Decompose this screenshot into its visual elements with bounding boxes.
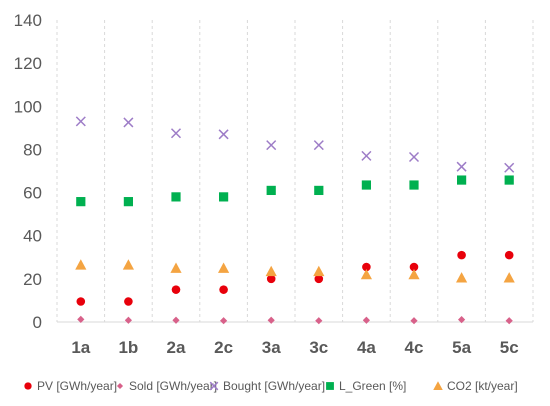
data-point <box>315 317 323 325</box>
data-point <box>172 316 180 324</box>
legend-item: CO2 [kt/year] <box>433 379 518 393</box>
series-4 <box>75 259 515 283</box>
x-tick-label: 2a <box>167 338 186 357</box>
legend: PV [GWh/year] Sold [GWh/year] Bought [GWh/… <box>24 379 518 393</box>
data-point <box>314 185 324 196</box>
data-point <box>409 262 419 272</box>
legend-marker <box>326 382 334 390</box>
data-point <box>456 272 468 283</box>
data-point <box>266 185 276 196</box>
data-point <box>77 315 85 324</box>
data-point <box>313 140 324 151</box>
data-point <box>123 197 133 207</box>
data-point <box>123 117 134 128</box>
legend-label: Sold [GWh/year] <box>129 379 217 393</box>
data-point <box>75 116 86 127</box>
y-tick-label: 20 <box>23 270 42 289</box>
x-tick-label: 4a <box>357 338 376 357</box>
data-point <box>124 316 132 324</box>
x-tick-label: 5a <box>452 338 471 357</box>
series-2 <box>75 116 515 173</box>
data-point <box>219 285 228 294</box>
series-1 <box>77 315 513 325</box>
data-point <box>266 140 277 151</box>
y-tick-label: 0 <box>33 313 42 332</box>
data-point <box>267 316 275 324</box>
data-point <box>458 316 466 324</box>
legend-item: Sold [GWh/year] <box>116 379 217 393</box>
y-tick-label: 60 <box>23 184 42 203</box>
data-point <box>362 316 370 324</box>
x-tick-labels: 1a 1b 2a 2c 3a 3c 4a 4c 5a 5c <box>71 338 518 357</box>
data-point <box>362 262 371 272</box>
data-point <box>266 274 276 284</box>
data-point <box>75 259 87 270</box>
legend-marker <box>116 382 124 390</box>
grid <box>56 20 534 322</box>
legend-marker <box>433 381 443 391</box>
x-tick-label: 3a <box>262 338 281 357</box>
data-point <box>408 151 420 163</box>
data-point <box>218 262 230 273</box>
data-point <box>314 274 324 284</box>
legend-label: PV [GWh/year] <box>37 379 117 393</box>
y-tick-labels: 0 20 40 60 80 100 120 140 <box>14 11 42 332</box>
legend-marker <box>24 382 32 390</box>
legend-item: L_Green [%] <box>326 379 406 393</box>
x-tick-label: 3c <box>309 338 328 357</box>
data-point <box>171 192 181 202</box>
data-point <box>408 268 420 280</box>
x-tick-label: 1b <box>118 338 138 357</box>
y-tick-label: 100 <box>14 97 42 116</box>
data-point <box>170 262 182 273</box>
data-marks <box>75 116 515 325</box>
legend-label: Bought [GWh/year] <box>223 379 325 393</box>
x-tick-label: 1a <box>71 338 90 357</box>
series-0 <box>76 250 514 306</box>
data-point <box>410 317 418 325</box>
x-tick-label: 5c <box>500 338 519 357</box>
data-point <box>504 162 515 173</box>
data-point <box>504 250 514 260</box>
data-point <box>457 175 467 185</box>
legend-label: CO2 [kt/year] <box>447 379 518 393</box>
data-point <box>313 265 325 277</box>
data-point <box>361 150 372 161</box>
data-point <box>76 297 86 306</box>
data-point <box>504 175 514 185</box>
legend-item: PV [GWh/year] <box>24 379 117 393</box>
data-point <box>171 285 181 294</box>
series-3 <box>76 175 514 207</box>
data-point <box>505 317 513 325</box>
x-tick-label: 4c <box>405 338 424 357</box>
data-point <box>361 180 371 190</box>
data-point <box>76 197 86 207</box>
data-point <box>219 192 229 202</box>
y-tick-label: 140 <box>14 11 42 30</box>
data-point <box>503 272 515 283</box>
data-point <box>220 317 228 325</box>
y-tick-label: 40 <box>23 227 42 246</box>
legend-item: Bought [GWh/year] <box>209 379 325 393</box>
data-point <box>409 180 419 190</box>
legend-label: L_Green [%] <box>339 379 406 393</box>
x-tick-label: 2c <box>214 338 233 357</box>
y-tick-label: 120 <box>14 54 42 73</box>
data-point <box>170 128 182 139</box>
data-point <box>122 259 134 270</box>
data-point <box>360 268 372 280</box>
data-point <box>456 161 467 172</box>
data-point <box>218 129 229 140</box>
data-point <box>265 265 277 277</box>
data-point <box>457 250 466 260</box>
legend-marker <box>209 381 219 391</box>
data-point <box>124 297 133 306</box>
y-tick-label: 80 <box>23 140 42 159</box>
